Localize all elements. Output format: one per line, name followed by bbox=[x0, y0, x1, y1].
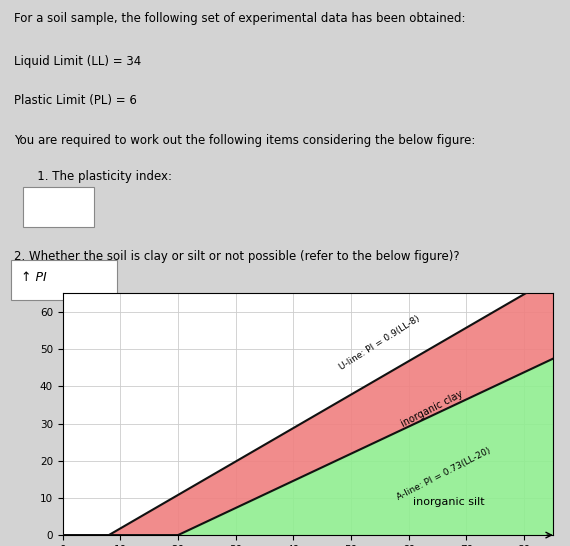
Text: ↑ PI: ↑ PI bbox=[21, 271, 47, 284]
Text: U-line: PI = 0.9(LL-8): U-line: PI = 0.9(LL-8) bbox=[338, 314, 422, 371]
Text: inorganic silt: inorganic silt bbox=[413, 497, 485, 507]
Text: Liquid Limit (LL) = 34: Liquid Limit (LL) = 34 bbox=[14, 55, 141, 68]
Text: inorganic clay: inorganic clay bbox=[399, 389, 465, 429]
Text: You are required to work out the following items considering the below figure:: You are required to work out the followi… bbox=[14, 134, 475, 147]
Text: For a soil sample, the following set of experimental data has been obtained:: For a soil sample, the following set of … bbox=[14, 12, 466, 25]
Text: A-line: PI = 0.73(LL-20): A-line: PI = 0.73(LL-20) bbox=[395, 446, 492, 502]
FancyBboxPatch shape bbox=[23, 187, 94, 227]
Text: 1. The plasticity index:: 1. The plasticity index: bbox=[26, 170, 172, 183]
FancyBboxPatch shape bbox=[11, 260, 117, 300]
Text: Plastic Limit (PL) = 6: Plastic Limit (PL) = 6 bbox=[14, 94, 137, 108]
Text: 2. Whether the soil is clay or silt or not possible (refer to the below figure)?: 2. Whether the soil is clay or silt or n… bbox=[14, 250, 460, 263]
